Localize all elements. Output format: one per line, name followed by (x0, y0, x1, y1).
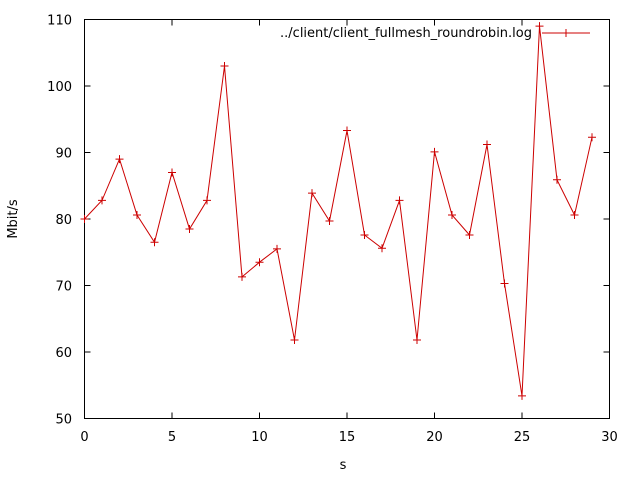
y-tick-label: 60 (55, 346, 72, 361)
data-point (255, 258, 264, 267)
y-tick-label: 80 (55, 213, 72, 228)
x-axis-label: s (340, 458, 347, 473)
legend: ../client/client_fullmesh_roundrobin.log (280, 26, 590, 41)
tick-labels: 0 5 10 15 20 25 30 50 60 70 80 90 100 110 (47, 14, 618, 446)
data-point (325, 216, 334, 225)
data-point (465, 230, 474, 239)
data-point (395, 196, 404, 205)
data-point (150, 238, 159, 247)
data-point (80, 215, 89, 223)
x-tick-label: 0 (80, 430, 88, 445)
data-point (220, 62, 229, 71)
data-point (360, 230, 369, 239)
y-tick-label: 100 (47, 80, 72, 95)
x-tick-label: 15 (339, 430, 356, 445)
data-point (535, 22, 544, 31)
data-point (238, 272, 246, 281)
y-axis-label: Mbit/s (6, 199, 21, 239)
data-point (553, 175, 561, 184)
data-point (133, 211, 141, 220)
x-tick-label: 20 (426, 430, 443, 445)
data-point (168, 168, 176, 177)
y-tick-label: 90 (55, 147, 72, 162)
data-point (430, 147, 439, 156)
y-tick-label: 50 (55, 413, 72, 428)
series-line (84, 26, 593, 396)
data-point (343, 126, 351, 135)
data-point (290, 336, 299, 345)
data-point (115, 155, 124, 164)
data-point (308, 189, 316, 198)
x-tick-label: 30 (601, 430, 618, 445)
axis-ticks (84, 19, 610, 419)
data-point (203, 196, 211, 205)
legend-marker-glyph (562, 29, 570, 37)
data-point (448, 211, 456, 220)
data-point (588, 133, 596, 142)
data-point (98, 196, 106, 205)
data-point (500, 279, 509, 288)
data-point (185, 224, 194, 233)
series-layer (80, 22, 596, 400)
x-tick-label: 10 (251, 430, 268, 445)
legend-marker (562, 29, 570, 37)
y-tick-label: 70 (55, 280, 72, 295)
data-point (570, 211, 579, 220)
data-point (413, 336, 421, 345)
data-point (273, 244, 281, 253)
data-point (518, 391, 526, 400)
data-point (378, 244, 386, 253)
y-tick-label: 110 (47, 14, 72, 29)
x-tick-label: 5 (168, 430, 176, 445)
legend-label: ../client/client_fullmesh_roundrobin.log (280, 26, 532, 41)
x-tick-label: 25 (514, 430, 531, 445)
data-point (483, 140, 491, 149)
